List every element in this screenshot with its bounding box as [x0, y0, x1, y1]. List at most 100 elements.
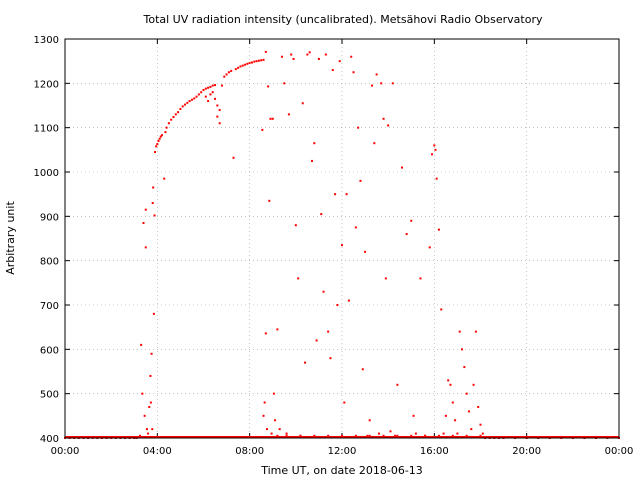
data-point — [181, 105, 184, 108]
data-point — [150, 352, 153, 355]
y-tick-label: 900 — [40, 212, 59, 223]
data-point — [204, 87, 207, 90]
data-point — [410, 434, 413, 437]
data-point — [280, 55, 283, 58]
data-point — [207, 100, 210, 103]
plot-frame — [64, 38, 620, 439]
data-point — [274, 419, 277, 422]
data-point — [354, 434, 357, 437]
data-point — [237, 66, 240, 69]
data-point — [261, 128, 264, 131]
ticks: 400 500 600 700 800 900 1000 1100 1200 1300 00:00 0… — [34, 35, 634, 457]
data-point — [200, 91, 203, 94]
data-point — [315, 339, 318, 342]
data-point — [246, 62, 249, 65]
data-point — [357, 126, 360, 129]
data-point — [149, 374, 152, 377]
data-point — [276, 434, 279, 437]
data-point — [320, 213, 323, 216]
data-point — [262, 58, 265, 61]
y-tick-label: 700 — [40, 301, 59, 312]
data-point — [435, 177, 438, 180]
data-point — [285, 432, 288, 435]
data-point — [322, 290, 325, 293]
data-point — [414, 432, 417, 435]
data-point — [250, 61, 253, 64]
data-point — [211, 84, 214, 87]
data-point — [244, 63, 247, 66]
data-point — [440, 308, 443, 311]
data-point — [140, 343, 143, 346]
data-point — [204, 95, 207, 98]
data-point — [447, 379, 450, 382]
data-point — [334, 193, 337, 196]
data-point — [377, 432, 380, 435]
data-point — [368, 419, 371, 422]
data-point — [405, 233, 408, 236]
data-point — [170, 118, 173, 121]
data-point — [230, 69, 233, 72]
data-point — [424, 434, 427, 437]
data-point — [329, 357, 332, 360]
data-point — [214, 97, 217, 100]
data-point — [264, 332, 267, 335]
data-point — [361, 368, 364, 371]
data-point — [396, 434, 399, 437]
x-tick-label: 12:00 — [328, 446, 357, 457]
data-point — [239, 65, 242, 68]
data-point — [160, 134, 163, 137]
data-point — [149, 401, 152, 404]
data-point — [366, 434, 369, 437]
x-tick-label: 04:00 — [143, 446, 172, 457]
data-point — [159, 135, 162, 138]
data-point — [384, 277, 387, 280]
data-point — [451, 434, 454, 437]
data-point — [341, 434, 343, 437]
y-axis-label: Arbitrary unit — [4, 201, 17, 275]
data-point — [151, 428, 154, 431]
data-point — [368, 434, 371, 437]
data-point — [195, 95, 198, 98]
data-point — [391, 82, 394, 85]
data-point — [218, 108, 221, 111]
data-point — [297, 277, 300, 280]
data-point — [410, 219, 413, 222]
data-point — [241, 64, 244, 67]
data-point — [164, 131, 167, 134]
data-point — [139, 434, 142, 437]
data-point — [269, 117, 272, 120]
data-point — [294, 224, 297, 227]
data-point — [144, 246, 147, 249]
data-point — [373, 142, 376, 145]
data-point — [461, 348, 464, 351]
data-point — [479, 434, 482, 437]
y-tick-label: 1300 — [34, 35, 59, 46]
data-point — [341, 244, 343, 247]
data-point — [304, 361, 307, 364]
data-point — [285, 434, 288, 437]
data-point — [190, 98, 193, 101]
data-point — [267, 85, 270, 88]
y-tick-label: 800 — [40, 257, 59, 268]
data-point — [248, 61, 251, 64]
data-point — [167, 122, 170, 125]
data-point — [474, 330, 477, 333]
data-point — [287, 113, 290, 116]
data-point — [467, 410, 470, 413]
data-point — [382, 434, 385, 437]
data-point — [308, 51, 311, 54]
data-point — [179, 108, 182, 111]
data-point — [454, 419, 457, 422]
x-tick-label: 16:00 — [420, 446, 449, 457]
data-point — [263, 401, 266, 404]
data-point — [401, 166, 404, 169]
data-point — [216, 104, 219, 107]
data-point — [141, 392, 144, 395]
data-point — [152, 186, 155, 189]
data-point — [354, 226, 357, 229]
data-point — [152, 312, 155, 315]
data-point — [223, 75, 226, 78]
data-point — [412, 414, 415, 417]
data-point — [211, 91, 214, 94]
